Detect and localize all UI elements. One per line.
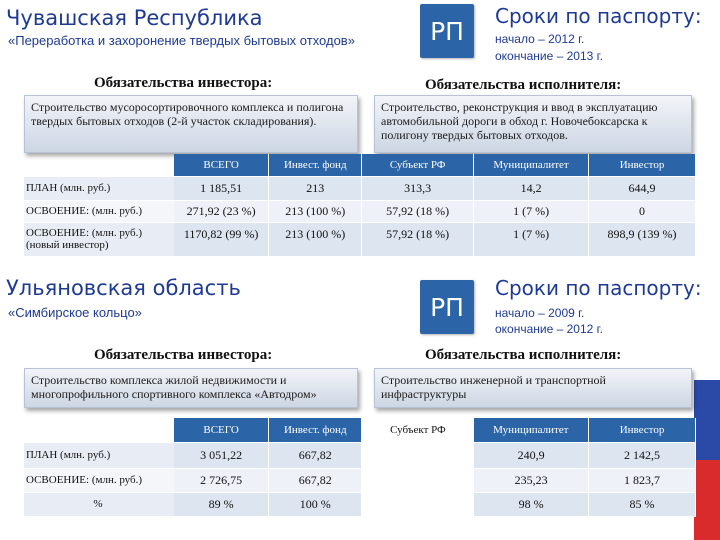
executor-obligations-text: Строительство инженерной и транспортной … [381, 373, 606, 401]
region-title: Чувашская Республика [6, 6, 263, 30]
table-cell: 213 (100 %) [268, 200, 363, 223]
region-title: Ульяновская область [6, 276, 241, 300]
executor-heading: Обязательства исполнителя: [425, 77, 622, 93]
table-cell: 898,9 (139 %) [588, 222, 696, 257]
investor-obligations-text: Строительство комплекса жилой недвижимос… [31, 373, 317, 401]
table-cell: 89 % [173, 492, 270, 517]
table-corner [24, 154, 174, 177]
table-row: % 89 % 100 % 98 % 85 % [24, 492, 696, 517]
column-header: Инвестор [588, 418, 696, 443]
row-label: % [24, 492, 174, 517]
column-header: Инвест. фонд [268, 154, 363, 177]
deadline-title: Сроки по паспорту: [495, 276, 702, 300]
table-cell: 85 % [588, 492, 696, 517]
table-cell: 57,92 (18 %) [361, 200, 475, 223]
table-cell: 1170,82 (99 %) [173, 222, 270, 257]
table-cell: 2 142,5 [588, 442, 696, 469]
column-header: ВСЕГО [173, 418, 270, 443]
table-cell: 14,2 [473, 176, 590, 201]
table-row: ПЛАН (млн. руб.) 1 185,51 213 313,3 14,2… [24, 176, 696, 201]
deadline-start: начало – 2009 г. [495, 306, 585, 320]
column-header: Инвестор [588, 154, 696, 177]
row-label: ПЛАН (млн. руб.) [24, 442, 174, 469]
table-row: ПЛАН (млн. руб.) 3 051,22 667,82 240,9 2… [24, 442, 696, 469]
column-header: Муниципалитет [473, 418, 590, 443]
row-label: ОСВОЕНИЕ: (млн. руб.) [24, 468, 174, 493]
table-cell: 667,82 [268, 468, 363, 493]
table-row: ОСВОЕНИЕ: (млн. руб.) 271,92 (23 %) 213 … [24, 200, 696, 223]
table-cell: 1 (7 %) [473, 222, 590, 257]
deadline-end: окончание – 2013 г. [495, 49, 603, 63]
table-row: ОСВОЕНИЕ: (млн. руб.) 2 726,75 667,82 23… [24, 468, 696, 493]
investor-heading: Обязательства инвестора: [94, 75, 273, 91]
table-cell: 644,9 [588, 176, 696, 201]
column-header: ВСЕГО [173, 154, 270, 177]
executor-obligations-text: Строительство, реконструкция и ввод в эк… [381, 100, 658, 142]
funding-table-region1: ВСЕГО Инвест. фонд Субъект РФ Муниципали… [24, 154, 696, 257]
table-cell: 667,82 [268, 442, 363, 469]
column-header: Субъект РФ [361, 418, 474, 443]
table-cell [361, 468, 475, 493]
investor-obligations-text: Строительство мусоросортировочного компл… [31, 100, 344, 128]
row-label: ОСВОЕНИЕ: (млн. руб.) (новый инвестор) [24, 222, 174, 257]
table-header-row: ВСЕГО Инвест. фонд Субъект РФ Муниципали… [24, 154, 696, 177]
table-cell [361, 492, 475, 517]
column-header: Муниципалитет [473, 154, 590, 177]
table-cell: 1 823,7 [588, 468, 696, 493]
table-cell: 271,92 (23 %) [173, 200, 270, 223]
column-header: Субъект РФ [361, 154, 475, 177]
investor-heading: Обязательства инвестора: [94, 347, 273, 363]
table-cell: 235,23 [473, 468, 590, 493]
table-cell: 1 (7 %) [473, 200, 590, 223]
investor-obligations-box: Строительство мусоросортировочного компл… [24, 95, 358, 153]
funding-table-region2: ВСЕГО Инвест. фонд Субъект РФ Муниципали… [24, 418, 696, 517]
table-cell: 240,9 [473, 442, 590, 469]
table-cell: 57,92 (18 %) [361, 222, 475, 257]
rp-badge: РП [420, 4, 474, 58]
executor-obligations-box: Строительство инженерной и транспортной … [374, 368, 692, 408]
table-row: ОСВОЕНИЕ: (млн. руб.) (новый инвестор) 1… [24, 222, 696, 257]
table-cell: 98 % [473, 492, 590, 517]
deadline-title: Сроки по паспорту: [495, 4, 702, 28]
table-cell: 0 [588, 200, 696, 223]
investor-obligations-box: Строительство комплекса жилой недвижимос… [24, 368, 358, 408]
table-cell: 313,3 [361, 176, 475, 201]
row-label: ПЛАН (млн. руб.) [24, 176, 174, 201]
executor-heading: Обязательства исполнителя: [425, 347, 622, 363]
table-corner [24, 418, 174, 443]
table-cell: 213 [268, 176, 363, 201]
deadline-start: начало – 2012 г. [495, 32, 585, 46]
table-header-row: ВСЕГО Инвест. фонд Субъект РФ Муниципали… [24, 418, 696, 443]
table-cell [361, 442, 475, 469]
column-header: Инвест. фонд [268, 418, 363, 443]
executor-obligations-box: Строительство, реконструкция и ввод в эк… [374, 95, 692, 153]
rp-badge: РП [420, 280, 474, 334]
deadline-end: окончание – 2012 г. [495, 322, 603, 336]
table-cell: 213 (100 %) [268, 222, 363, 257]
project-subtitle: «Переработка и захоронение твердых бытов… [8, 33, 355, 48]
row-label: ОСВОЕНИЕ: (млн. руб.) [24, 200, 174, 223]
table-cell: 100 % [268, 492, 363, 517]
table-cell: 1 185,51 [173, 176, 270, 201]
project-subtitle: «Симбирское кольцо» [8, 305, 142, 320]
table-cell: 3 051,22 [173, 442, 270, 469]
table-cell: 2 726,75 [173, 468, 270, 493]
russian-flag-decoration [694, 300, 720, 540]
